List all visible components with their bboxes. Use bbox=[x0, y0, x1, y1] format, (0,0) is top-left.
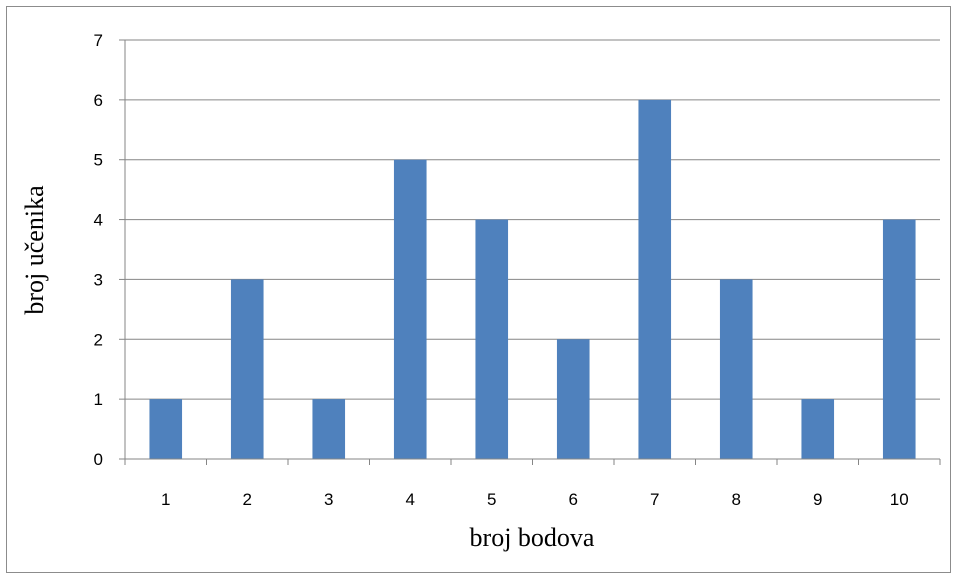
x-tick-label: 7 bbox=[650, 490, 659, 509]
x-tick-label: 4 bbox=[406, 490, 415, 509]
bar-10 bbox=[882, 219, 916, 459]
bar-8 bbox=[719, 279, 753, 459]
x-tick-label: 5 bbox=[487, 490, 496, 509]
x-tick-label: 1 bbox=[161, 490, 170, 509]
bar-5 bbox=[475, 219, 509, 459]
y-tick-label: 1 bbox=[94, 390, 103, 409]
y-tick-label: 2 bbox=[94, 330, 103, 349]
bar-1 bbox=[149, 399, 183, 459]
y-axis-title: broj učenika bbox=[20, 185, 49, 315]
x-tick-label: 3 bbox=[324, 490, 333, 509]
x-tick-label: 6 bbox=[569, 490, 578, 509]
axes bbox=[119, 39, 941, 465]
bar-4 bbox=[393, 159, 427, 459]
x-tick-labels: 1 2 3 4 5 6 7 8 9 10 bbox=[161, 490, 909, 509]
y-tick-label: 5 bbox=[94, 151, 103, 170]
bar-2 bbox=[230, 279, 264, 459]
x-tick-label: 10 bbox=[890, 490, 909, 509]
x-axis-title: broj bodova bbox=[470, 523, 595, 552]
y-tick-labels: 0 1 2 3 4 5 6 7 bbox=[94, 31, 103, 469]
x-tick-label: 9 bbox=[813, 490, 822, 509]
y-tick-label: 0 bbox=[94, 450, 103, 469]
bar-7 bbox=[638, 99, 672, 459]
y-tick-label: 4 bbox=[94, 211, 103, 230]
y-tick-label: 7 bbox=[94, 31, 103, 50]
bar-3 bbox=[312, 399, 346, 459]
y-tick-label: 6 bbox=[94, 91, 103, 110]
x-tick-label: 2 bbox=[243, 490, 252, 509]
bar-6 bbox=[556, 339, 590, 459]
bar-9 bbox=[801, 399, 835, 459]
x-tick-label: 8 bbox=[732, 490, 741, 509]
bars bbox=[149, 99, 916, 459]
y-tick-label: 3 bbox=[94, 270, 103, 289]
